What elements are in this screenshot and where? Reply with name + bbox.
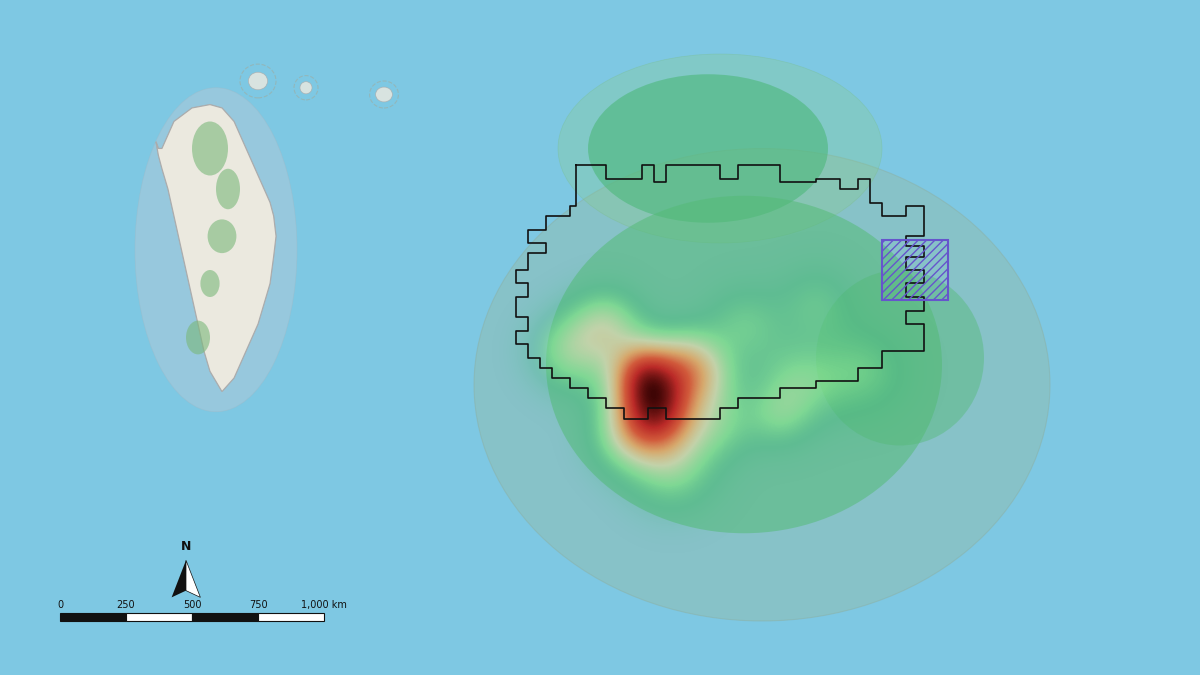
Bar bbox=[192, 613, 258, 621]
Ellipse shape bbox=[474, 148, 1050, 621]
Text: 750: 750 bbox=[248, 599, 268, 610]
Polygon shape bbox=[186, 560, 200, 597]
Bar bbox=[60, 613, 126, 621]
Ellipse shape bbox=[186, 321, 210, 354]
Ellipse shape bbox=[546, 196, 942, 533]
Text: 250: 250 bbox=[116, 599, 136, 610]
Bar bbox=[882, 240, 948, 300]
Ellipse shape bbox=[588, 74, 828, 223]
Ellipse shape bbox=[300, 82, 312, 94]
Bar bbox=[126, 613, 192, 621]
Text: N: N bbox=[181, 541, 191, 554]
Text: 1,000 km: 1,000 km bbox=[301, 599, 347, 610]
Ellipse shape bbox=[558, 54, 882, 243]
Ellipse shape bbox=[376, 87, 392, 102]
Polygon shape bbox=[172, 560, 186, 597]
Polygon shape bbox=[156, 105, 276, 391]
Ellipse shape bbox=[200, 270, 220, 297]
Text: 500: 500 bbox=[182, 599, 202, 610]
Ellipse shape bbox=[248, 72, 268, 90]
Ellipse shape bbox=[216, 169, 240, 209]
Text: 0: 0 bbox=[56, 599, 64, 610]
Bar bbox=[258, 613, 324, 621]
Ellipse shape bbox=[134, 88, 298, 412]
Ellipse shape bbox=[816, 270, 984, 446]
Bar bbox=[882, 240, 948, 300]
Ellipse shape bbox=[192, 122, 228, 176]
Ellipse shape bbox=[208, 219, 236, 253]
